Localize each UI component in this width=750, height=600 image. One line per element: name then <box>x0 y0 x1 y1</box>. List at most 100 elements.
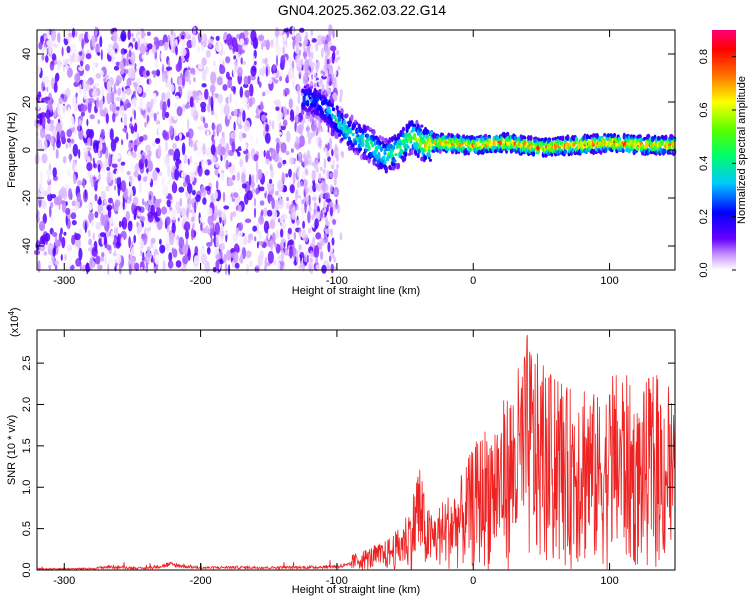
spectrogram-noise-cell <box>64 233 68 245</box>
spectrogram-noise-cell <box>225 159 229 170</box>
spectrogram-ridge-cell <box>346 140 350 147</box>
spectrogram-ridge-cell <box>309 99 313 103</box>
spectrogram-noise-cell <box>306 149 310 159</box>
snr-frame <box>36 329 676 571</box>
spectrogram-noise-cell <box>233 251 239 264</box>
spectrogram-noise-cell <box>257 76 260 85</box>
spectrogram-noise-cell <box>210 144 216 156</box>
spectrogram-noise-cell <box>264 170 269 176</box>
spectrogram-noise-cell <box>91 246 98 257</box>
spectrogram-noise-cell <box>260 209 264 217</box>
spectrogram-noise-cell <box>75 258 82 267</box>
spectrogram-ridge-cell <box>417 148 421 154</box>
spectrogram-noise-cell <box>223 231 228 236</box>
spectrogram-ridge-cell <box>361 141 365 147</box>
spectrogram-noise-cell <box>260 150 264 163</box>
spectrogram-noise-cell <box>264 89 271 95</box>
spectrogram-noise-cell <box>35 104 41 111</box>
spectrogram-noise-cell <box>39 212 42 219</box>
spectrogram-noise-cell <box>99 232 106 237</box>
spectrogram-noise-cell <box>323 158 327 170</box>
colorbar-tick-label: 0.2 <box>698 209 710 224</box>
spectrogram-ridge-cell <box>404 132 408 138</box>
spectrogram-noise-cell <box>307 52 312 58</box>
spectrogram-noise-cell <box>288 98 293 109</box>
spectrogram-noise-cell <box>61 200 67 213</box>
spectrogram-noise-cell <box>227 181 234 186</box>
spectrogram-noise-cell <box>97 51 101 56</box>
spectrogram-ridge-cell <box>313 102 317 108</box>
spectrogram-noise-cell <box>60 38 63 48</box>
spectrogram-ridge-cell <box>403 155 407 162</box>
spectrogram-noise-cell <box>106 92 112 105</box>
spectrogram-noise-cell <box>155 69 161 77</box>
spectrogram-y-tick-label: -20 <box>21 190 33 206</box>
spectrogram-noise-cell <box>98 141 103 151</box>
spectrogram-noise-cell <box>283 37 287 42</box>
spectrogram-noise-cell <box>215 163 220 168</box>
spectrogram-noise-cell <box>253 154 259 162</box>
spectrogram-noise-cell <box>162 260 166 272</box>
spectrogram-noise-cell <box>270 238 274 251</box>
spectrogram-ridge-cell <box>398 139 402 144</box>
spectrogram-noise-cell <box>307 210 311 224</box>
spectrogram-noise-cell <box>331 237 335 246</box>
spectrogram-noise-cell <box>112 257 116 269</box>
spectrogram-noise-cell <box>87 203 94 211</box>
spectrogram-ridge-cell <box>625 147 629 153</box>
spectrogram-noise-cell <box>147 214 154 223</box>
spectrogram-noise-cell <box>87 29 91 41</box>
spectrogram-noise-cell <box>259 101 264 113</box>
spectrogram-ridge-cell <box>360 154 364 159</box>
spectrogram-noise-cell <box>100 128 105 138</box>
spectrogram-noise-cell <box>190 227 194 241</box>
spectrogram-ridge-cell <box>352 123 356 129</box>
spectrogram-ridge-cell <box>358 147 363 152</box>
spectrogram-y-label: Frequency (Hz) <box>6 112 18 188</box>
spectrogram-ridge-cell <box>464 149 468 156</box>
spectrogram-noise-cell <box>314 73 317 79</box>
spectrogram-noise-cell <box>341 151 345 159</box>
spectrogram-noise-cell <box>162 72 166 83</box>
spectrogram-ridge-cell <box>366 125 370 131</box>
spectrogram-noise-cell <box>125 210 130 222</box>
spectrogram-noise-cell <box>214 112 218 119</box>
spectrogram-noise-cell <box>182 73 186 87</box>
spectrogram-noise-cell <box>246 130 253 138</box>
spectrogram-noise-cell <box>141 154 145 164</box>
spectrogram-noise-cell <box>187 248 191 261</box>
spectrogram-noise-cell <box>139 240 144 248</box>
spectrogram-noise-cell <box>280 228 284 238</box>
spectrogram-noise-cell <box>326 151 330 158</box>
spectrogram-noise-cell <box>54 264 58 271</box>
spectrogram-noise-cell <box>113 83 116 94</box>
spectrogram-noise-cell <box>191 164 197 173</box>
spectrogram-ridge-cell <box>309 81 313 86</box>
spectrogram-noise-cell <box>269 163 273 171</box>
spectrogram-noise-cell <box>90 128 94 140</box>
spectrogram-noise-cell <box>64 253 67 261</box>
spectrogram-noise-cell <box>98 196 102 205</box>
spectrogram-noise-cell <box>220 146 226 156</box>
spectrogram-noise-cell <box>180 266 187 272</box>
spectrogram-noise-cell <box>96 97 100 110</box>
spectrogram-noise-cell <box>123 113 128 126</box>
spectrogram-noise-cell <box>191 207 194 217</box>
spectrogram-noise-cell <box>94 211 99 219</box>
spectrogram-noise-cell <box>81 111 85 117</box>
spectrogram-noise-cell <box>265 158 270 165</box>
spectrogram-noise-cell <box>151 112 155 117</box>
spectrogram-noise-cell <box>296 87 300 96</box>
spectrogram-noise-cell <box>132 37 136 42</box>
spectrogram-noise-cell <box>77 180 82 186</box>
spectrogram-noise-cell <box>137 86 143 95</box>
spectrogram-noise-cell <box>120 62 125 75</box>
spectrogram-noise-cell <box>276 142 280 154</box>
spectrogram-noise-cell <box>229 132 236 140</box>
spectrogram-noise-cell <box>42 213 47 224</box>
spectrogram-noise-cell <box>284 186 287 193</box>
spectrogram-noise-cell <box>277 179 284 193</box>
spectrogram-noise-cell <box>210 156 216 164</box>
spectrogram-noise-cell <box>295 204 299 211</box>
spectrogram-ridge-cell <box>383 160 387 165</box>
